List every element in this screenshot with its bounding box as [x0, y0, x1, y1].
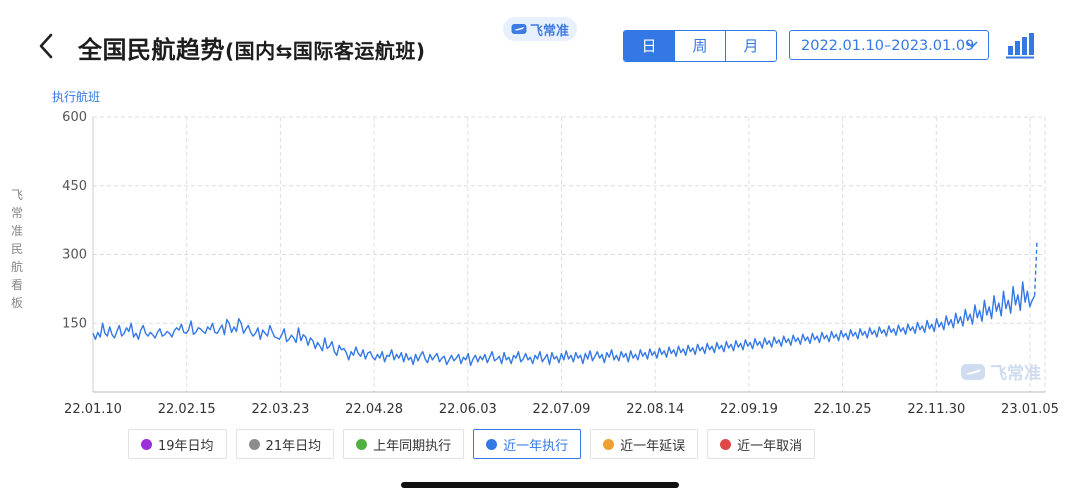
chevron-down-icon: [966, 41, 978, 49]
legend-label: 近一年取消: [737, 438, 803, 454]
home-indicator[interactable]: [401, 482, 679, 488]
flight-trend-chart: 150 300 450 600 22.01.10 22.02.15 22.03.23 22.0…: [62, 110, 1059, 417]
series-forecast-line: [1033, 240, 1038, 296]
legend-label: 21年日均: [265, 438, 322, 454]
legend-dot: [720, 438, 732, 450]
back-icon[interactable]: [34, 30, 60, 62]
legend: 19年日均 21年日均 上年同期执行 近一年执行 近一年延误 近一年取消: [128, 429, 816, 459]
x-tick-label: 23.01.05: [1001, 402, 1059, 417]
plane-logo-icon: [511, 24, 527, 34]
x-tick-label: 22.09.19: [720, 402, 778, 417]
x-tick-label: 22.04.28: [345, 402, 403, 417]
chart-watermark: 飞常准: [960, 359, 1041, 384]
legend-label: 近一年延误: [620, 438, 686, 454]
tab-week[interactable]: 周: [674, 31, 725, 61]
x-tick-label: 22.01.10: [64, 402, 122, 417]
date-range-value: 2022.01.10–2023.01.09: [801, 38, 975, 54]
y-tick-label: 300: [62, 248, 87, 263]
legend-dot: [141, 438, 152, 450]
legend-dot: [603, 438, 615, 450]
brand-badge: 飞常准: [503, 17, 577, 41]
legend-item[interactable]: 19年日均: [128, 429, 227, 459]
side-watermark: 飞常准民航看板: [10, 188, 23, 310]
x-tick-label: 22.02.15: [158, 402, 216, 417]
legend-item[interactable]: 21年日均: [235, 429, 335, 459]
legend-label: 19年日均: [158, 438, 214, 454]
date-range-select[interactable]: 2022.01.10–2023.01.09: [789, 30, 989, 60]
x-tick-label: 22.10.25: [814, 402, 872, 417]
legend-dot: [248, 438, 260, 450]
legend-item[interactable]: 近一年取消: [707, 429, 816, 459]
series-line: [92, 281, 1036, 367]
tab-month[interactable]: 月: [725, 31, 776, 61]
brand-name: 飞常准: [529, 23, 569, 39]
legend-item[interactable]: 近一年执行: [473, 429, 582, 459]
x-tick-label: 22.07.09: [533, 402, 591, 417]
y-axis-label: 执行航班: [52, 90, 101, 104]
x-tick-label: 22.06.03: [439, 402, 497, 417]
legend-item[interactable]: 近一年延误: [590, 429, 699, 459]
y-tick-label: 150: [62, 316, 87, 331]
tab-day[interactable]: 日: [624, 31, 674, 61]
x-tick-label: 22.03.23: [251, 402, 309, 417]
legend-label: 近一年执行: [503, 438, 569, 454]
page-subtitle: (国内⇆国际客运航班): [225, 39, 426, 63]
legend-item[interactable]: 上年同期执行: [343, 429, 465, 459]
y-tick-label: 600: [62, 110, 87, 125]
x-tick-label: 22.08.14: [626, 402, 684, 417]
x-tick-label: 22.11.30: [907, 402, 965, 417]
page-title: 全国民航趋势(国内⇆国际客运航班): [78, 36, 426, 64]
bar-chart-icon[interactable]: [1005, 31, 1035, 59]
legend-dot: [356, 438, 368, 450]
plane-logo-icon: [961, 363, 985, 380]
y-tick-label: 450: [62, 179, 87, 194]
legend-label: 上年同期执行: [373, 438, 452, 454]
period-toggle: 日 周 月: [623, 30, 777, 62]
legend-dot: [486, 438, 498, 450]
